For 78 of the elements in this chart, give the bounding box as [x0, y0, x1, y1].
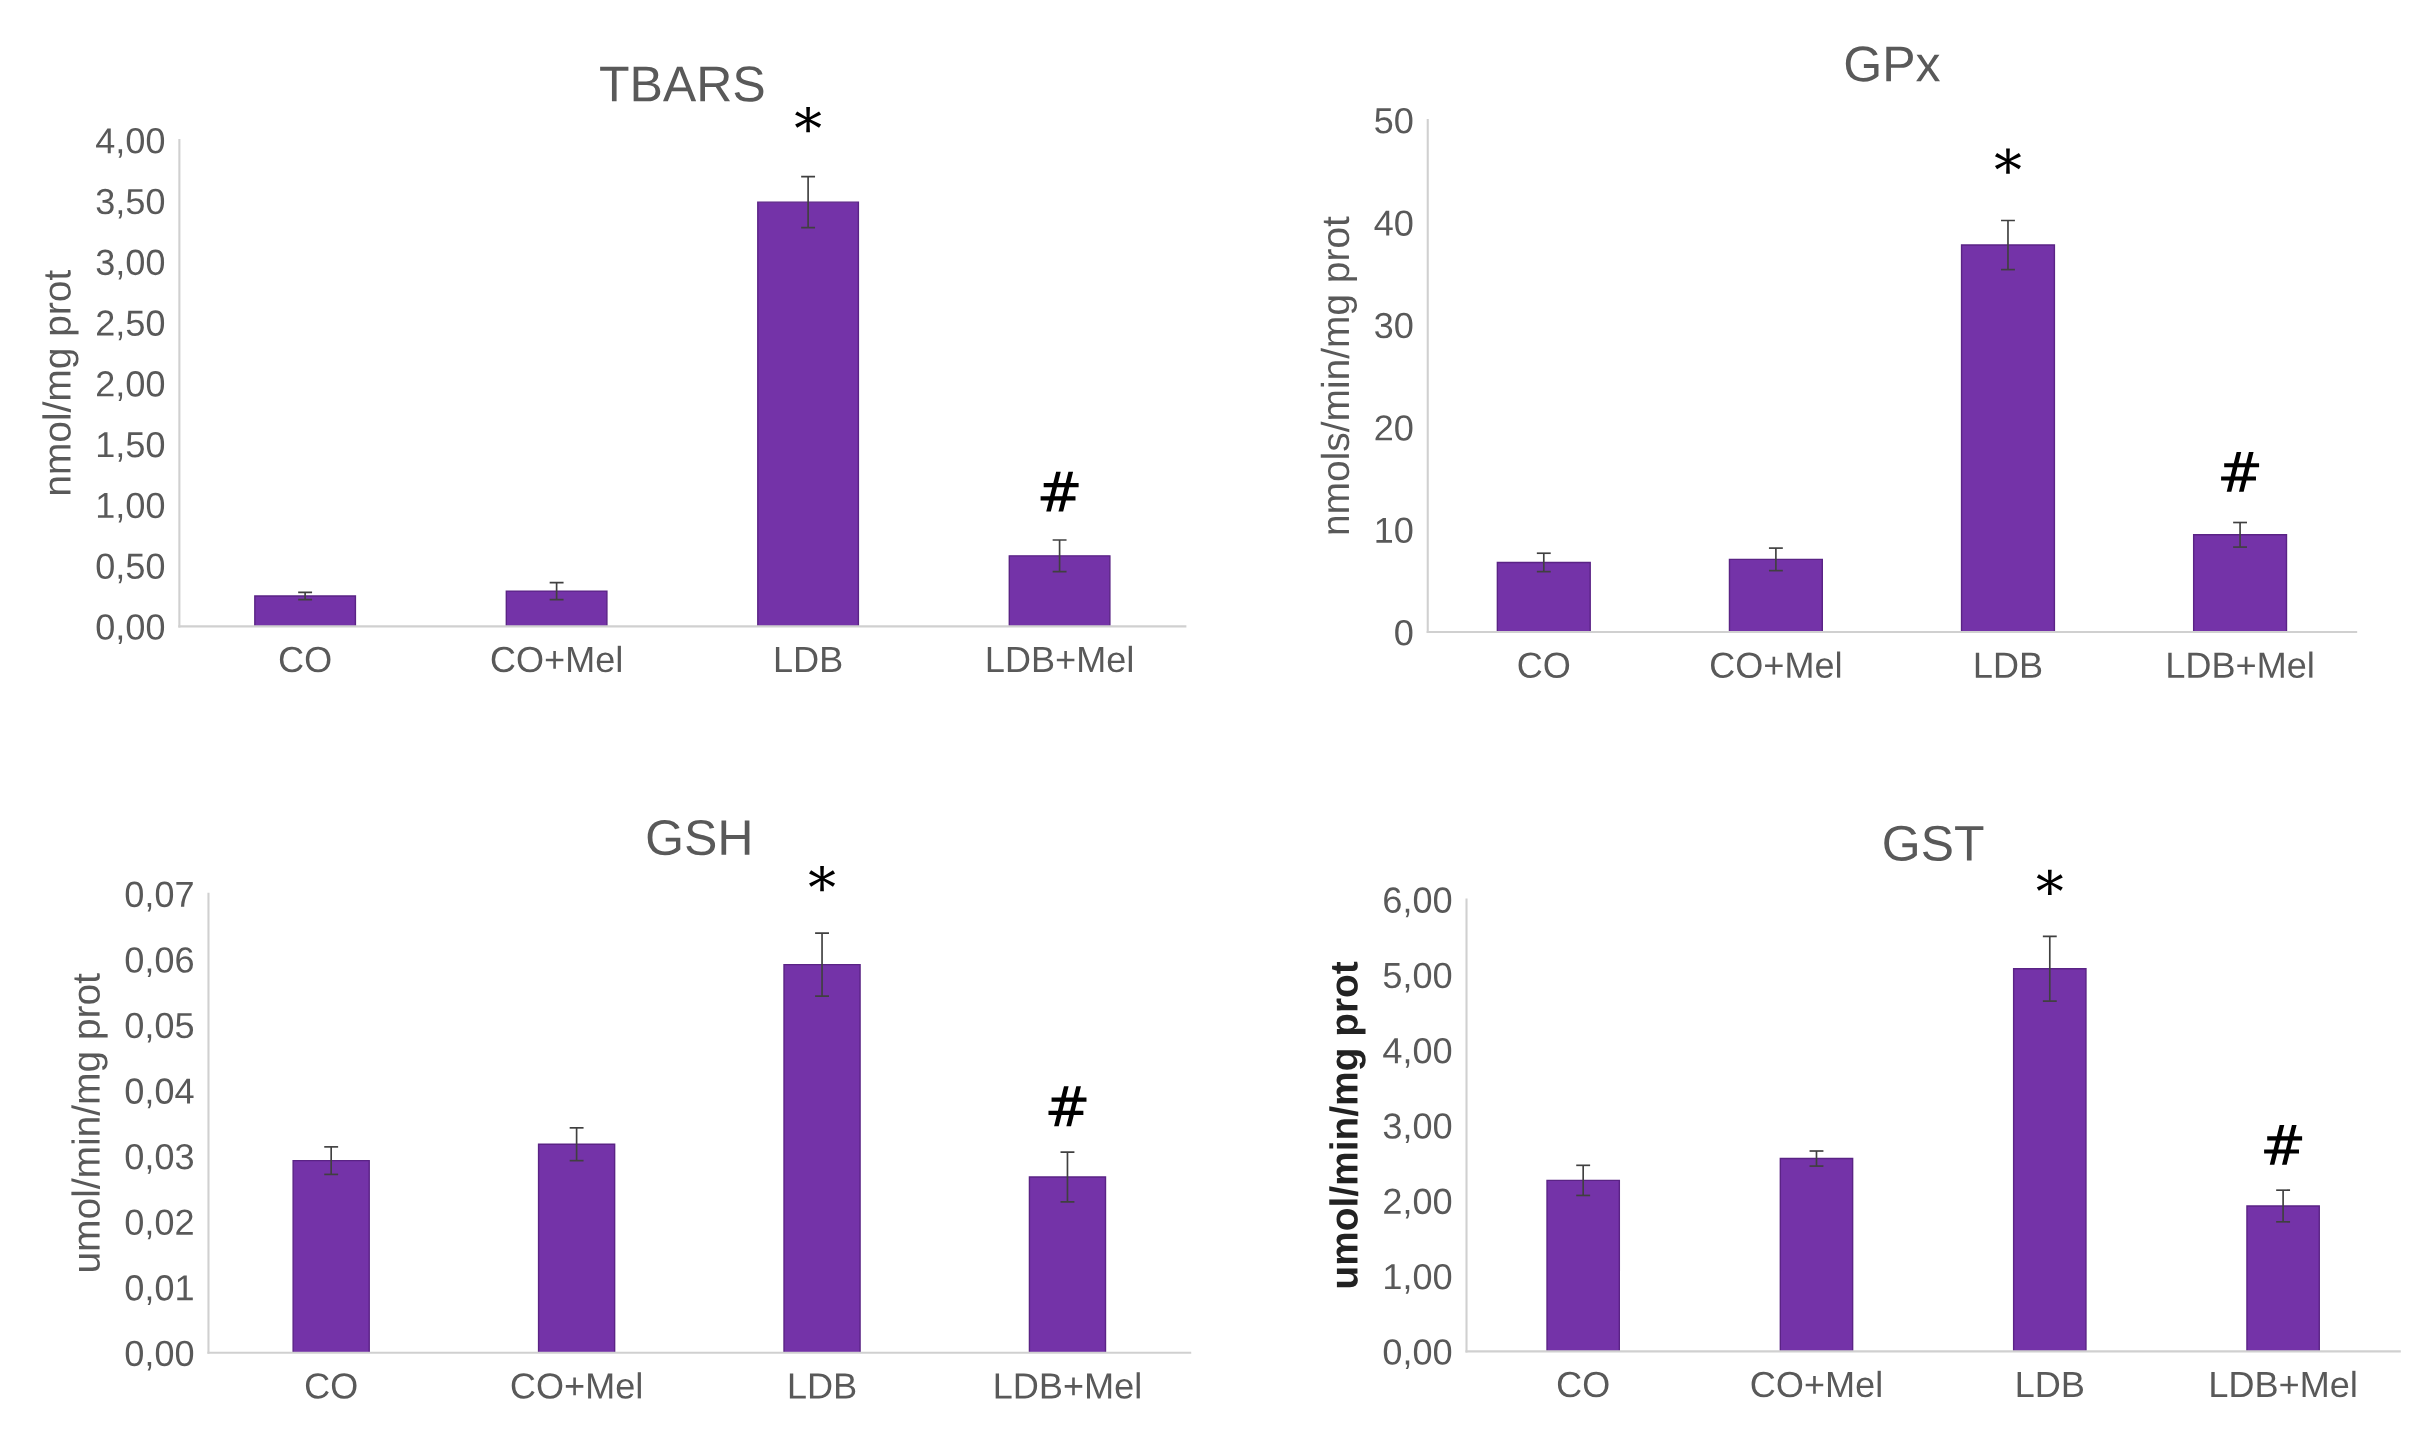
x-tick-label: CO+Mel [511, 1372, 641, 1399]
x-tick-label: LDB+Mel [2211, 1370, 2356, 1398]
bar [505, 590, 608, 627]
bar [2192, 534, 2288, 633]
y-tick-label: 1,50 [97, 431, 165, 462]
y-tick-label: 2,00 [97, 371, 165, 401]
y-axis-title: umol/min/mg prot [71, 973, 108, 1271]
y-tick-label: 0,05 [125, 1012, 194, 1043]
y-tick-label: 0,03 [125, 1143, 193, 1174]
y-tick-label: 4,00 [1383, 1037, 1452, 1068]
x-tick-label: LDB [1975, 652, 2042, 678]
x-tick-label: LDB [775, 647, 842, 672]
y-tick-label: 6,00 [1384, 887, 1452, 918]
y-tick-label: 10 [1376, 517, 1413, 544]
bar [1496, 561, 1591, 633]
y-tick-label: 20 [1375, 415, 1413, 441]
x-tick-label: LDB+Mel [995, 1372, 1140, 1399]
text: * [809, 865, 836, 892]
y-tick-label: 2,00 [1384, 1188, 1452, 1219]
bar [292, 1159, 370, 1353]
y-tick-label: 2,50 [97, 310, 165, 341]
y-tick-label: 1,00 [1385, 1263, 1452, 1294]
x-tick-label: CO+Mel [491, 645, 621, 673]
x-tick-label: CO [279, 646, 331, 673]
y-tick-label: 50 [1375, 107, 1413, 134]
y-tick-label: 5,00 [1383, 962, 1452, 993]
x-tick-label: CO+Mel [1751, 1370, 1881, 1398]
chart-title: TBARS [600, 66, 764, 102]
y-axis-title: umol/min/mg prot [1329, 961, 1366, 1288]
y-tick-label: 0,00 [125, 1340, 194, 1371]
y-tick-label: 0,06 [125, 947, 193, 978]
annotation: * [1994, 148, 2021, 174]
bar [1028, 1176, 1107, 1353]
annotation: # [1048, 1086, 1087, 1127]
x-tick-label: LDB+Mel [2168, 651, 2313, 679]
bar [757, 201, 860, 627]
y-tick-label: 0,00 [96, 614, 165, 645]
x-tick-label: CO+Mel [1711, 651, 1841, 679]
y-tick-label: 0,07 [125, 881, 193, 912]
y-axis-title: nmols/min/mg prot [1320, 216, 1358, 534]
y-tick-label: 3,00 [1383, 1113, 1452, 1144]
y-tick-label: 0,50 [96, 553, 165, 584]
y-tick-label: 0 [1395, 619, 1413, 646]
y-tick-label: 40 [1374, 210, 1413, 236]
x-tick-label: CO [1518, 652, 1570, 679]
y-tick-label: 3,50 [96, 188, 165, 219]
bar [2246, 1205, 2320, 1352]
y-tick-label: 0,01 [125, 1275, 193, 1305]
bar [537, 1143, 616, 1353]
y-tick-label: 3,00 [96, 249, 165, 280]
bar [254, 595, 357, 627]
text: * [2036, 869, 2063, 896]
x-tick-label: LDB+Mel [987, 645, 1132, 673]
x-tick-label: LDB [789, 1373, 856, 1399]
y-tick-label: 0,00 [1383, 1339, 1452, 1370]
y-tick-label: 0,02 [125, 1209, 193, 1240]
bar [1546, 1179, 1621, 1352]
y-axis-title: nmol/mg prot [42, 270, 79, 495]
bar [2012, 968, 2087, 1352]
x-tick-label: CO [305, 1373, 357, 1399]
annotation: # [2264, 1124, 2303, 1165]
bar [1008, 555, 1111, 627]
x-tick-label: CO [1557, 1371, 1609, 1398]
x-tick-label: LDB [2017, 1372, 2084, 1397]
y-tick-label: 0,04 [125, 1078, 194, 1109]
bar [1728, 558, 1823, 633]
bar [1779, 1157, 1854, 1352]
bar [783, 963, 861, 1353]
annotation: # [2221, 451, 2260, 492]
chart-title: GST [1884, 825, 1984, 862]
chart-title: GPx [1845, 46, 1941, 82]
y-tick-label: 4,00 [96, 128, 165, 158]
y-tick-label: 30 [1375, 312, 1413, 339]
annotation: # [1040, 471, 1079, 512]
bar [1960, 244, 2056, 633]
chart-title: GSH [647, 819, 750, 856]
text: * [795, 106, 822, 133]
y-tick-label: 1,00 [97, 492, 165, 523]
